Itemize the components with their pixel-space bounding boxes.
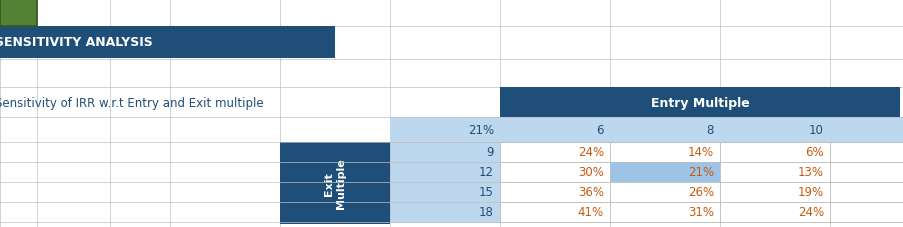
Text: Sensitivity of IRR w.r.t Entry and Exit multiple: Sensitivity of IRR w.r.t Entry and Exit … <box>0 96 264 109</box>
Bar <box>389 142 499 162</box>
Text: 26%: 26% <box>687 186 713 199</box>
Bar <box>610 162 719 182</box>
Text: 9: 9 <box>486 146 493 159</box>
Bar <box>389 202 499 222</box>
Text: 19%: 19% <box>797 186 824 199</box>
Bar <box>499 118 610 142</box>
Text: 24%: 24% <box>577 146 603 159</box>
Bar <box>719 118 829 142</box>
Bar <box>610 118 719 142</box>
Text: 6: 6 <box>596 123 603 136</box>
Text: 14%: 14% <box>687 146 713 159</box>
Bar <box>389 162 499 182</box>
Text: 15: 15 <box>479 186 493 199</box>
Text: 13%: 13% <box>797 166 824 179</box>
Text: SENSITIVITY ANALYSIS: SENSITIVITY ANALYSIS <box>0 36 153 49</box>
Text: 6%: 6% <box>805 146 824 159</box>
Text: 18: 18 <box>479 206 493 219</box>
Text: 24%: 24% <box>797 206 824 219</box>
Text: Entry Multiple: Entry Multiple <box>650 96 749 109</box>
Bar <box>499 88 899 118</box>
Bar <box>389 182 499 202</box>
Text: 21%: 21% <box>687 166 713 179</box>
Bar <box>0 27 335 59</box>
Bar <box>829 118 903 142</box>
Text: Exit
Multiple: Exit Multiple <box>324 158 346 208</box>
Text: 30%: 30% <box>578 166 603 179</box>
Text: 36%: 36% <box>577 186 603 199</box>
Text: 21%: 21% <box>468 123 493 136</box>
Bar <box>389 118 499 142</box>
Text: 10: 10 <box>808 123 824 136</box>
Text: 31%: 31% <box>687 206 713 219</box>
Text: 12: 12 <box>479 166 493 179</box>
Text: 41%: 41% <box>577 206 603 219</box>
Bar <box>0 0 37 27</box>
Bar <box>280 142 389 224</box>
Text: 8: 8 <box>706 123 713 136</box>
